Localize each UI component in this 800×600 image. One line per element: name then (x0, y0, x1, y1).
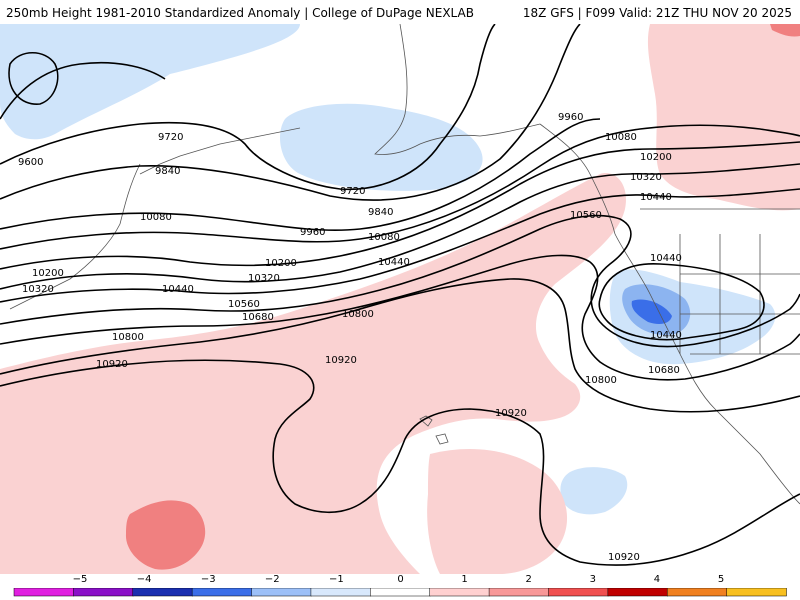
map-title: 250mb Height 1981-2010 Standardized Anom… (6, 6, 474, 20)
colorbar-segment (310, 588, 372, 597)
contour-10200 (0, 141, 800, 270)
contour-label: 10440 (162, 284, 194, 295)
colorbar-segment (726, 588, 787, 597)
contour-label: 10800 (585, 375, 617, 386)
colorbar-tick-labels: −5 −4 −3 −2 −1 0 1 2 3 4 5 (0, 574, 800, 587)
contour-label: 10200 (640, 152, 672, 163)
contour-label: 9840 (368, 207, 393, 218)
colorbar-segment (607, 588, 668, 597)
contour-10680 (0, 254, 800, 381)
contour-10440 (0, 188, 800, 303)
anomaly-positive-canada-core (770, 24, 800, 37)
contour-10320 (0, 163, 800, 290)
model-run-valid-time: 18Z GFS | F099 Valid: 21Z THU NOV 20 202… (522, 6, 792, 20)
coastline-northwest-america (539, 123, 800, 505)
contour-label: 10080 (368, 232, 400, 243)
contour-label: 10080 (140, 212, 172, 223)
contour-9960 (0, 118, 601, 231)
state-borders (679, 234, 800, 354)
contour-label: 10920 (325, 355, 357, 366)
contour-label: 10200 (265, 258, 297, 269)
coastline-aleutians (139, 127, 301, 175)
coastlines (9, 24, 800, 505)
colorbar-tick-label: −4 (136, 574, 152, 585)
colorbar-segment (251, 588, 312, 597)
contour-label: 9960 (300, 227, 325, 238)
colorbar-segment (429, 588, 490, 597)
contour-label: 10440 (378, 257, 410, 268)
contour-label: 10560 (570, 210, 602, 221)
colorbar-segment (488, 588, 550, 597)
map-header: 250mb Height 1981-2010 Standardized Anom… (0, 0, 800, 24)
contour-label: 10440 (650, 253, 682, 264)
coastline-alaska (374, 24, 541, 155)
height-anomaly-map: 9600 9720 9720 9840 9840 9960 9960 10080… (0, 24, 800, 574)
colorbar-segment (666, 588, 728, 597)
colorbar-tick-label: 5 (717, 574, 725, 585)
contour-label: 10560 (228, 299, 260, 310)
colorbar-tick-label: 1 (461, 574, 468, 585)
contour-label: 10680 (242, 312, 274, 323)
colorbar-tick-label: 4 (653, 574, 661, 585)
anomaly-positive-south-pacific (427, 449, 568, 574)
contour-label: 9960 (558, 112, 583, 123)
anomaly-positive-north-pacific (221, 340, 354, 383)
colorbar-tick-label: 2 (525, 574, 532, 585)
contour-label: 10080 (605, 132, 637, 143)
contour-label: 10320 (22, 284, 54, 295)
colorbar-tick-label: −5 (72, 574, 88, 585)
colorbar-tick-label: −3 (200, 574, 216, 585)
contour-label: 10440 (640, 192, 672, 203)
colorbar-segment (370, 588, 431, 597)
contour-label: 10200 (32, 268, 64, 279)
contour-label: 10920 (96, 359, 128, 370)
anomaly-colorbar: −5 −4 −3 −2 −1 0 1 2 3 4 5 (0, 574, 800, 600)
contour-9840 (0, 24, 581, 201)
colorbar-tick-label: −1 (329, 574, 344, 585)
colorbar-segment (13, 588, 75, 597)
coastline-hawaii (419, 415, 449, 445)
anomaly-negative-alaska (280, 103, 483, 191)
colorbar-tick-label: −2 (264, 574, 280, 585)
colorbar-segment (73, 588, 134, 597)
colorbar-strip (13, 588, 787, 597)
anomaly-positive-southwest-core (125, 500, 206, 570)
contour-label: 9840 (155, 166, 180, 177)
contour-label: 10680 (648, 365, 680, 376)
colorbar-segment (548, 588, 609, 597)
colorbar-tick-label: 3 (589, 574, 596, 585)
contour-arctic-low (8, 51, 59, 105)
contour-9720 (0, 24, 496, 191)
anomaly-negative-subtropical (560, 467, 628, 515)
contour-label: 9720 (158, 132, 183, 143)
contour-label: 10920 (608, 552, 640, 563)
contour-label: 10800 (342, 309, 374, 320)
height-contours (0, 24, 800, 566)
contour-10560 (0, 214, 800, 348)
contour-label: 10320 (630, 172, 662, 183)
anomaly-negative-arctic (0, 24, 300, 140)
contour-10080 (0, 124, 800, 250)
contour-label: 9600 (18, 157, 43, 168)
colorbar-tick-label: 0 (397, 574, 404, 585)
contour-9600 (0, 61, 166, 120)
contour-labels: 9600 9720 9720 9840 9840 9960 9960 10080… (18, 112, 682, 563)
contour-label: 10440 (650, 330, 682, 341)
contour-label: 10320 (248, 273, 280, 284)
colorbar-segment (191, 588, 253, 597)
contour-label: 9720 (340, 186, 365, 197)
anomaly-shading (0, 24, 800, 574)
contour-10800 (0, 278, 800, 413)
colorbar-segment (132, 588, 193, 597)
contour-10920-north (0, 359, 800, 566)
contour-10440-low (598, 263, 765, 341)
contour-label: 10800 (112, 332, 144, 343)
contour-label: 10920 (495, 408, 527, 419)
anomaly-positive-canada (647, 24, 800, 211)
